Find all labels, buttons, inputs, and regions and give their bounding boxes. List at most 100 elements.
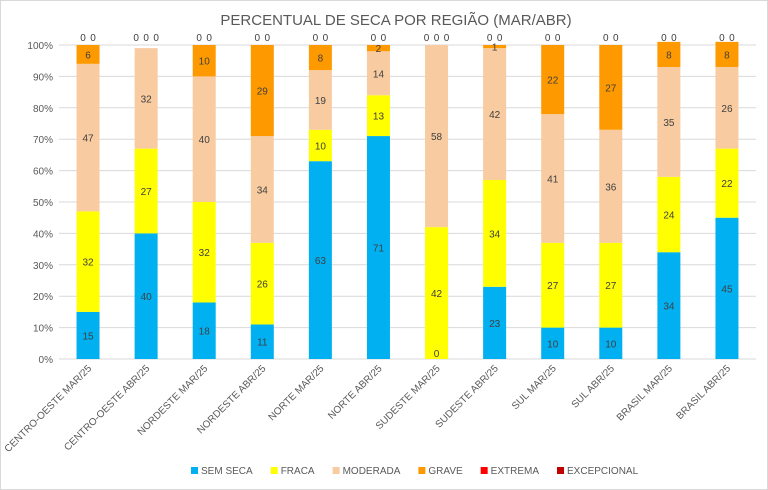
data-label: 0 <box>729 33 735 44</box>
y-tick-label: 0% <box>39 355 54 366</box>
bar-segment <box>715 41 739 67</box>
y-tick-label: 20% <box>33 292 53 303</box>
data-label: 15 <box>82 331 94 342</box>
data-label: 8 <box>318 54 324 65</box>
bar-segment <box>599 242 623 328</box>
bar-segment <box>366 45 390 52</box>
bar-segment <box>366 136 390 359</box>
bar-segment <box>541 242 565 328</box>
data-label: 0 <box>613 33 619 44</box>
data-label: 0 <box>424 33 430 44</box>
y-tick-label: 10% <box>33 324 53 335</box>
bar-segment <box>483 45 507 49</box>
bar-segment <box>483 180 507 287</box>
y-tick-label: 90% <box>33 72 53 83</box>
data-label: 42 <box>489 110 501 121</box>
legend-label: FRACA <box>281 466 315 477</box>
data-label: 22 <box>547 76 559 87</box>
data-label: 0 <box>90 33 96 44</box>
data-label: 10 <box>199 57 211 68</box>
data-label: 41 <box>547 174 559 185</box>
data-label: 0 <box>265 33 271 44</box>
data-label: 27 <box>141 187 153 198</box>
data-label: 71 <box>373 244 385 255</box>
bar-segment <box>483 48 507 181</box>
x-tick-label: SUDESTE ABR/25 <box>434 363 501 430</box>
bar-segment <box>715 148 739 218</box>
data-label: 35 <box>663 118 675 129</box>
x-tick-label: BRASIL MAR/25 <box>615 363 675 423</box>
data-label: 24 <box>663 211 675 222</box>
bar-segment <box>250 136 274 243</box>
bar-segment <box>308 70 332 130</box>
bar-segment <box>308 161 332 359</box>
bar-segment <box>599 45 623 130</box>
data-label: 29 <box>257 87 269 98</box>
data-label: 26 <box>257 280 269 291</box>
bar-segment <box>599 327 623 359</box>
data-label: 0 <box>434 349 440 360</box>
data-label: 0 <box>255 33 261 44</box>
x-tick-label: NORTE ABR/25 <box>326 363 385 422</box>
data-label: 10 <box>315 141 327 152</box>
data-label: 0 <box>133 33 139 44</box>
data-label: 1 <box>492 43 498 54</box>
data-label: 0 <box>153 33 159 44</box>
data-label: 32 <box>199 248 211 259</box>
data-label: 19 <box>315 96 327 107</box>
y-tick-label: 100% <box>27 41 53 52</box>
y-tick-label: 40% <box>33 229 53 240</box>
legend-label: EXCEPCIONAL <box>567 466 639 477</box>
bar-segment <box>134 233 158 359</box>
bar-segment <box>541 45 565 115</box>
data-label: 34 <box>489 229 501 240</box>
data-label: 0 <box>206 33 212 44</box>
data-label: 45 <box>721 284 733 295</box>
bar-segment <box>425 227 449 359</box>
data-label: 27 <box>605 83 617 94</box>
data-label: 14 <box>373 69 385 80</box>
bar-segment <box>250 242 274 325</box>
data-label: 13 <box>373 112 385 123</box>
data-label: 36 <box>605 182 617 193</box>
x-tick-label: BRASIL ABR/25 <box>674 363 733 422</box>
data-label: 10 <box>547 339 559 350</box>
y-tick-label: 50% <box>33 198 53 209</box>
bar-segment <box>366 51 390 96</box>
data-label: 0 <box>313 33 319 44</box>
bar-segment <box>657 41 681 67</box>
bar-segment <box>599 129 623 243</box>
data-label: 10 <box>605 339 617 350</box>
data-label: 27 <box>605 281 617 292</box>
data-label: 34 <box>663 302 675 313</box>
bar-segment <box>76 311 100 359</box>
data-label: 2 <box>376 44 382 55</box>
data-label: 8 <box>724 50 730 61</box>
bar-segment <box>192 45 216 77</box>
legend-label: SEM SECA <box>201 466 253 477</box>
bar-segment <box>192 76 216 202</box>
legend-swatch <box>557 467 565 474</box>
y-tick-label: 70% <box>33 135 53 146</box>
bar-segment <box>134 148 158 234</box>
data-label: 0 <box>487 33 493 44</box>
bar-segment <box>76 211 100 312</box>
bar-segment <box>715 66 739 149</box>
x-tick-label: SUDESTE MAR/25 <box>374 363 443 432</box>
data-label: 0 <box>323 33 329 44</box>
bar-segment <box>657 252 681 359</box>
data-label: 0 <box>545 33 551 44</box>
x-tick-label: SUL ABR/25 <box>570 363 618 411</box>
data-label: 58 <box>431 132 443 143</box>
bar-segment <box>541 114 565 243</box>
data-label: 47 <box>82 134 94 145</box>
bar-segment <box>425 45 449 228</box>
legend-label: GRAVE <box>428 466 463 477</box>
chart-title: PERCENTUAL DE SECA POR REGIÃO (MAR/ABR) <box>220 12 571 29</box>
bar-segment <box>76 45 100 64</box>
data-label: 32 <box>82 258 94 269</box>
bar-segment <box>192 202 216 303</box>
data-label: 26 <box>721 104 733 115</box>
